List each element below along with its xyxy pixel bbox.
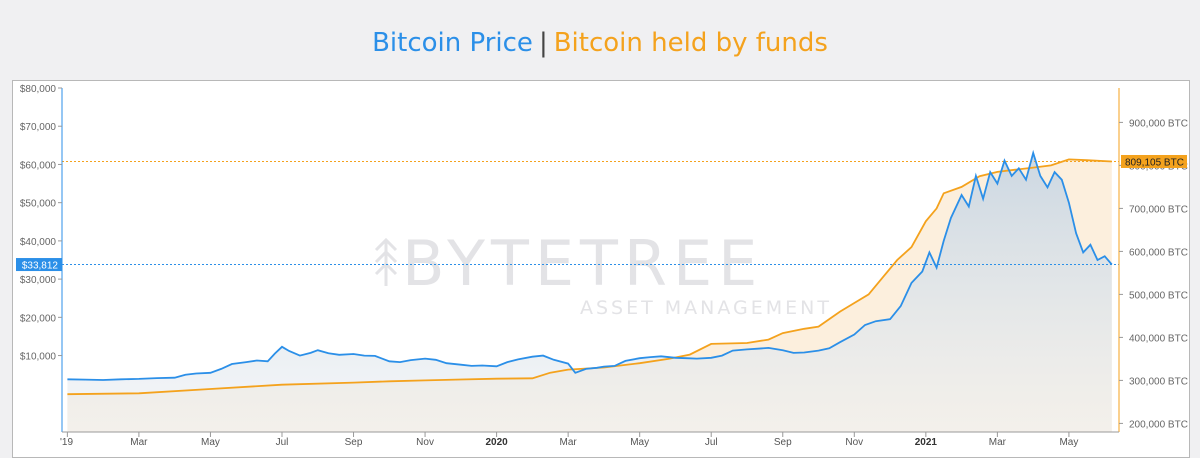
title-separator: | bbox=[538, 28, 548, 58]
left-tick-label: $10,000 bbox=[20, 352, 57, 363]
x-tick-label: Mar bbox=[989, 437, 1007, 448]
x-tick-label: Jul bbox=[705, 437, 718, 448]
watermark: BYTETREE ASSET MANAGEMENT bbox=[374, 227, 832, 319]
x-tick-label: 2021 bbox=[915, 437, 938, 448]
x-tick-label: Jul bbox=[276, 437, 289, 448]
holdings-current-tag bbox=[1121, 154, 1187, 168]
title-holdings: Bitcoin held by funds bbox=[553, 28, 828, 58]
series-price-line bbox=[67, 149, 1113, 381]
x-tick-label: Sep bbox=[774, 437, 792, 448]
x-tick-label: Nov bbox=[416, 437, 434, 448]
x-tick-label: Sep bbox=[345, 437, 363, 448]
x-tick-label: May bbox=[201, 437, 220, 448]
x-tick-label: 2020 bbox=[485, 437, 508, 448]
left-tick-label: $80,000 bbox=[20, 84, 57, 95]
x-tick-label: Nov bbox=[845, 437, 863, 448]
left-tick-label: $70,000 bbox=[20, 122, 57, 133]
series-holdings-line bbox=[67, 158, 1112, 396]
price-area bbox=[67, 153, 1112, 432]
x-tick-label: May bbox=[1059, 437, 1078, 448]
x-tick-label: May bbox=[630, 437, 649, 448]
right-tick-label: 400,000 BTC bbox=[1129, 333, 1188, 344]
right-tick-label: 900,000 BTC bbox=[1129, 118, 1188, 129]
left-tick-label: $60,000 bbox=[20, 160, 57, 171]
watermark-subtitle: ASSET MANAGEMENT bbox=[580, 297, 832, 319]
holdings-current-label: 809,105 BTC bbox=[1125, 157, 1184, 168]
x-tick-label: '19 bbox=[60, 437, 73, 448]
chart-title: Bitcoin Price | Bitcoin held by funds bbox=[0, 28, 1200, 58]
left-tick-label: $30,000 bbox=[20, 275, 57, 286]
x-tick-label: Mar bbox=[560, 437, 578, 448]
tree-logo-icon bbox=[374, 237, 398, 286]
right-tick-label: 300,000 BTC bbox=[1129, 376, 1188, 387]
x-tick-label: Mar bbox=[130, 437, 148, 448]
right-tick-label: 500,000 BTC bbox=[1129, 290, 1188, 301]
watermark-brand: BYTETREE bbox=[402, 227, 763, 300]
right-tick-label: 200,000 BTC bbox=[1129, 419, 1188, 430]
title-price: Bitcoin Price bbox=[372, 28, 533, 58]
left-tick-label: $40,000 bbox=[20, 237, 57, 248]
price-current-tag bbox=[16, 258, 62, 272]
right-tick-label: 600,000 BTC bbox=[1129, 247, 1188, 258]
price-current-label: $33,812 bbox=[22, 261, 59, 272]
left-tick-label: $50,000 bbox=[20, 199, 57, 210]
left-tick-label: $20,000 bbox=[20, 313, 57, 324]
right-tick-label: 700,000 BTC bbox=[1129, 204, 1188, 215]
